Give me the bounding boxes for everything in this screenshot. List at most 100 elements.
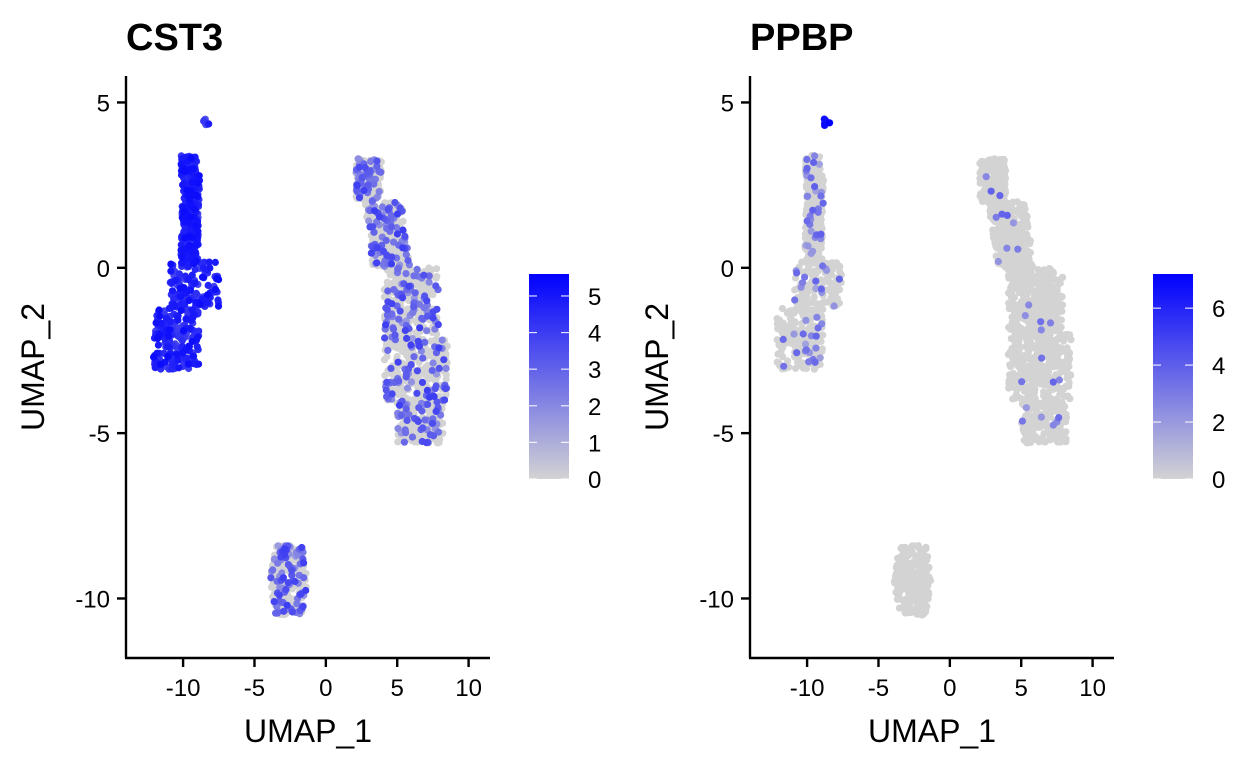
data-point [804, 288, 812, 296]
y-tick-label: 5 [97, 90, 110, 117]
data-point [188, 337, 196, 346]
data-point [419, 354, 427, 362]
data-point [193, 343, 201, 351]
data-point [388, 390, 396, 398]
data-point [1003, 244, 1011, 252]
data-point [407, 361, 415, 369]
data-point [922, 607, 930, 615]
data-point [396, 204, 404, 212]
data-point [1053, 354, 1061, 362]
data-point [187, 227, 195, 235]
data-point [830, 302, 838, 310]
data-point [985, 156, 994, 164]
data-point [184, 360, 192, 368]
data-point [180, 208, 188, 216]
data-point [435, 344, 443, 352]
data-point [155, 306, 163, 314]
data-point [807, 227, 815, 235]
data-point [1040, 366, 1048, 374]
data-point [185, 242, 193, 250]
data-point [186, 324, 194, 332]
data-point [370, 180, 378, 188]
data-point [801, 268, 809, 276]
x-axis-title: UMAP_1 [244, 713, 372, 749]
data-point [424, 400, 432, 408]
data-point [283, 601, 291, 609]
data-point [1037, 400, 1045, 408]
data-point [1020, 296, 1028, 304]
data-point [367, 249, 375, 257]
data-point [807, 198, 815, 206]
data-point [408, 433, 417, 441]
data-point [774, 350, 782, 358]
data-point [780, 362, 788, 370]
data-point [186, 213, 194, 221]
data-point [423, 297, 431, 305]
data-point [423, 312, 432, 320]
data-point [299, 603, 307, 611]
data-point [819, 262, 827, 270]
data-point [441, 384, 449, 393]
data-point [402, 270, 410, 278]
data-point [817, 176, 825, 184]
data-point [394, 358, 402, 366]
data-point [790, 330, 798, 338]
data-point [433, 305, 441, 313]
data-point [401, 326, 409, 335]
data-point [836, 267, 844, 276]
data-point [1039, 312, 1047, 320]
data-point [793, 340, 801, 348]
data-point [394, 265, 402, 273]
data-point [189, 165, 197, 173]
data-point [978, 197, 987, 205]
data-point [419, 424, 427, 432]
data-point [387, 212, 395, 220]
data-point [401, 426, 409, 434]
data-point [215, 276, 223, 284]
data-point [355, 194, 364, 202]
data-point [815, 250, 823, 258]
data-point [203, 291, 211, 299]
data-point [383, 278, 391, 286]
data-point [819, 331, 827, 339]
data-point [905, 596, 913, 604]
data-point [1007, 335, 1015, 343]
data-point [288, 566, 296, 574]
data-point [178, 214, 186, 222]
data-point [1035, 369, 1043, 377]
data-point [892, 588, 900, 596]
colorbar-tick-label: 2 [1212, 410, 1225, 437]
data-point [198, 273, 207, 281]
data-point [815, 160, 824, 168]
data-point [429, 314, 437, 322]
y-tick-label: -10 [699, 586, 734, 613]
data-point [1024, 318, 1032, 326]
data-point [387, 223, 395, 231]
data-point [393, 210, 402, 218]
data-point [798, 279, 807, 287]
data-point [1000, 156, 1008, 164]
data-point [355, 163, 363, 171]
data-point [382, 386, 390, 394]
data-point [432, 382, 440, 390]
data-point [1023, 337, 1031, 345]
data-point [410, 272, 418, 280]
data-point [901, 543, 909, 552]
axis-ticks: -10 -5 0 5 10 5 0 -5 -10 [75, 90, 482, 702]
data-point [1058, 273, 1066, 281]
y-axis-title: UMAP_2 [15, 303, 51, 431]
data-point [403, 384, 412, 392]
data-point [1010, 276, 1018, 284]
data-point [1015, 346, 1023, 354]
data-point [1005, 299, 1013, 307]
data-point [1038, 354, 1046, 362]
data-point [192, 289, 200, 297]
data-point [414, 417, 422, 426]
data-point [987, 207, 996, 215]
data-point [435, 364, 443, 372]
data-point [1038, 276, 1046, 284]
data-point [1019, 229, 1027, 237]
data-point [814, 267, 822, 275]
data-point [1018, 358, 1026, 366]
data-point [1003, 211, 1011, 219]
